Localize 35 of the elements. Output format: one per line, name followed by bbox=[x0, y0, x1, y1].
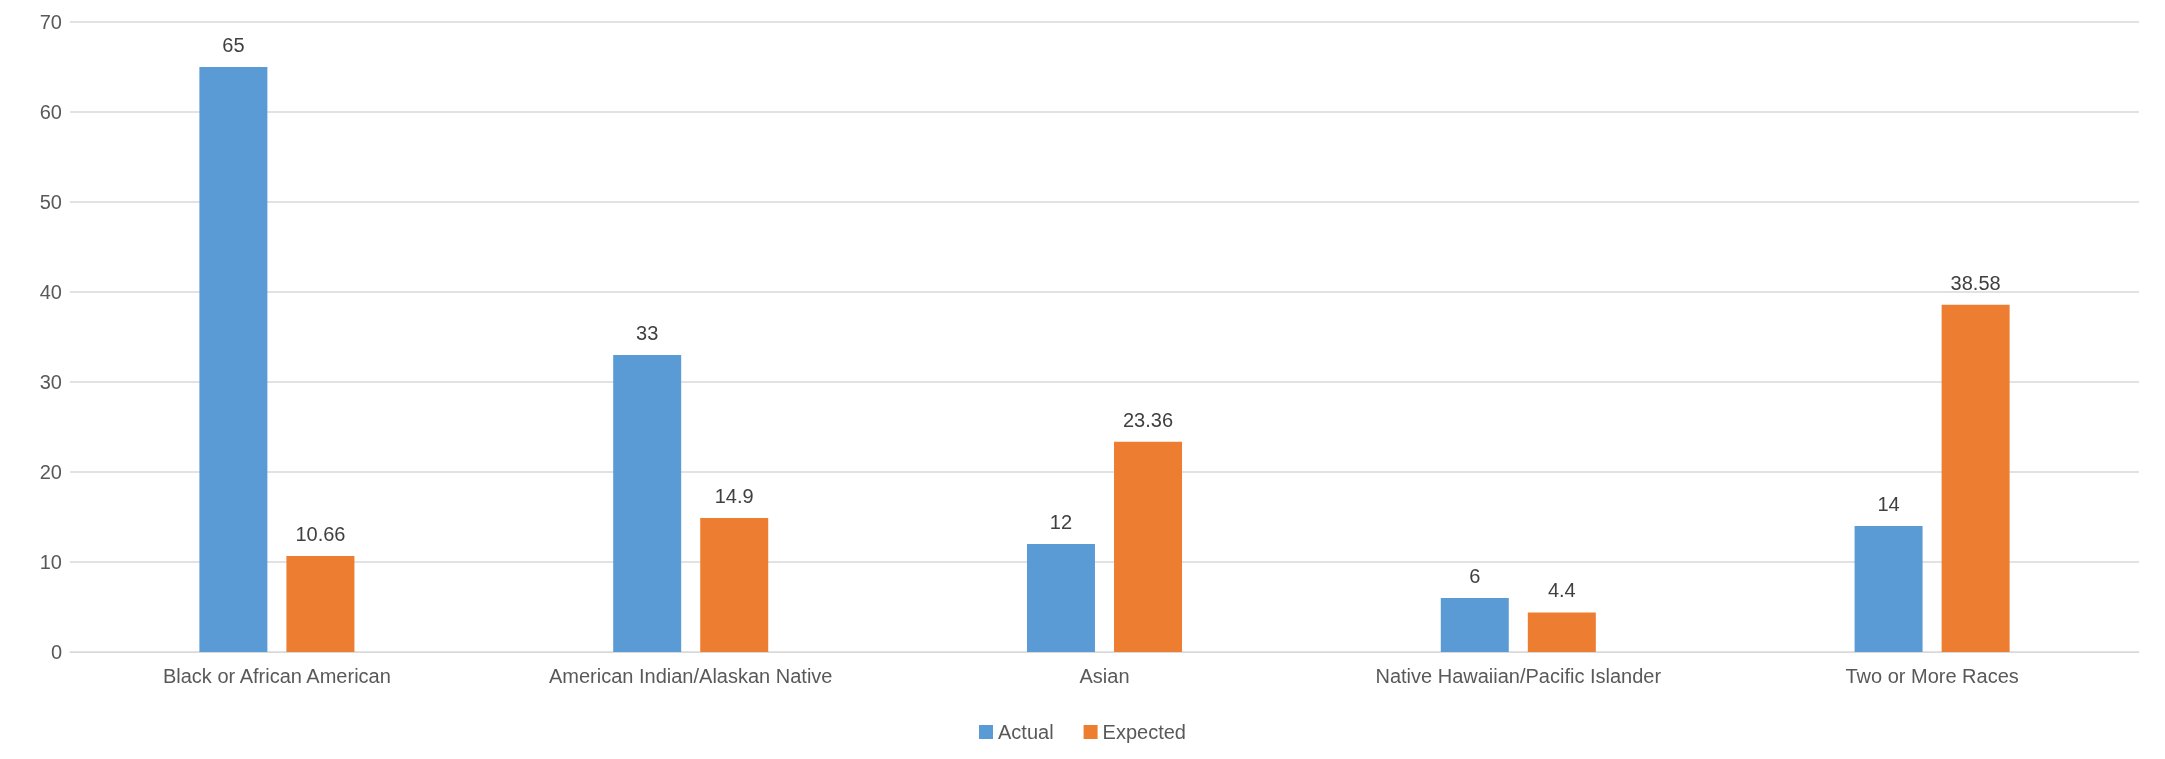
data-label: 14 bbox=[1877, 493, 1900, 515]
bar bbox=[1440, 598, 1509, 652]
y-tick-label: 30 bbox=[39, 371, 62, 393]
data-label: 65 bbox=[222, 34, 245, 56]
data-label: 6 bbox=[1469, 565, 1481, 587]
x-tick-label: Black or African American bbox=[162, 665, 391, 687]
legend-label: Expected bbox=[1102, 721, 1186, 743]
bar bbox=[1527, 612, 1596, 652]
x-tick-label: Two or More Races bbox=[1845, 665, 2019, 687]
x-tick-label: Asian bbox=[1079, 665, 1130, 687]
bar bbox=[700, 517, 769, 652]
y-tick-label: 0 bbox=[50, 641, 62, 663]
y-tick-label: 60 bbox=[39, 101, 62, 123]
data-label: 14.9 bbox=[714, 484, 754, 507]
legend-label: Actual bbox=[998, 721, 1054, 743]
data-label: 33 bbox=[636, 322, 659, 344]
bar bbox=[1026, 544, 1095, 652]
bar bbox=[1941, 304, 2010, 652]
bar bbox=[1114, 441, 1183, 652]
bar bbox=[613, 355, 682, 652]
data-label: 10.66 bbox=[295, 523, 346, 546]
bar bbox=[199, 67, 268, 652]
bar bbox=[286, 556, 355, 652]
data-label: 23.36 bbox=[1122, 408, 1174, 431]
y-tick-label: 50 bbox=[39, 191, 62, 213]
y-tick-label: 70 bbox=[39, 11, 62, 33]
data-label: 38.58 bbox=[1950, 271, 2001, 294]
x-tick-label: American Indian/Alaskan Native bbox=[548, 665, 833, 687]
x-tick-label: Native Hawaiian/Pacific Islander bbox=[1375, 665, 1662, 687]
y-tick-label: 10 bbox=[39, 551, 62, 573]
data-label: 12 bbox=[1049, 511, 1073, 533]
y-tick-label: 20 bbox=[39, 461, 62, 483]
bar bbox=[1854, 526, 1923, 652]
y-tick-label: 40 bbox=[39, 281, 62, 303]
data-label: 4.4 bbox=[1547, 579, 1576, 602]
